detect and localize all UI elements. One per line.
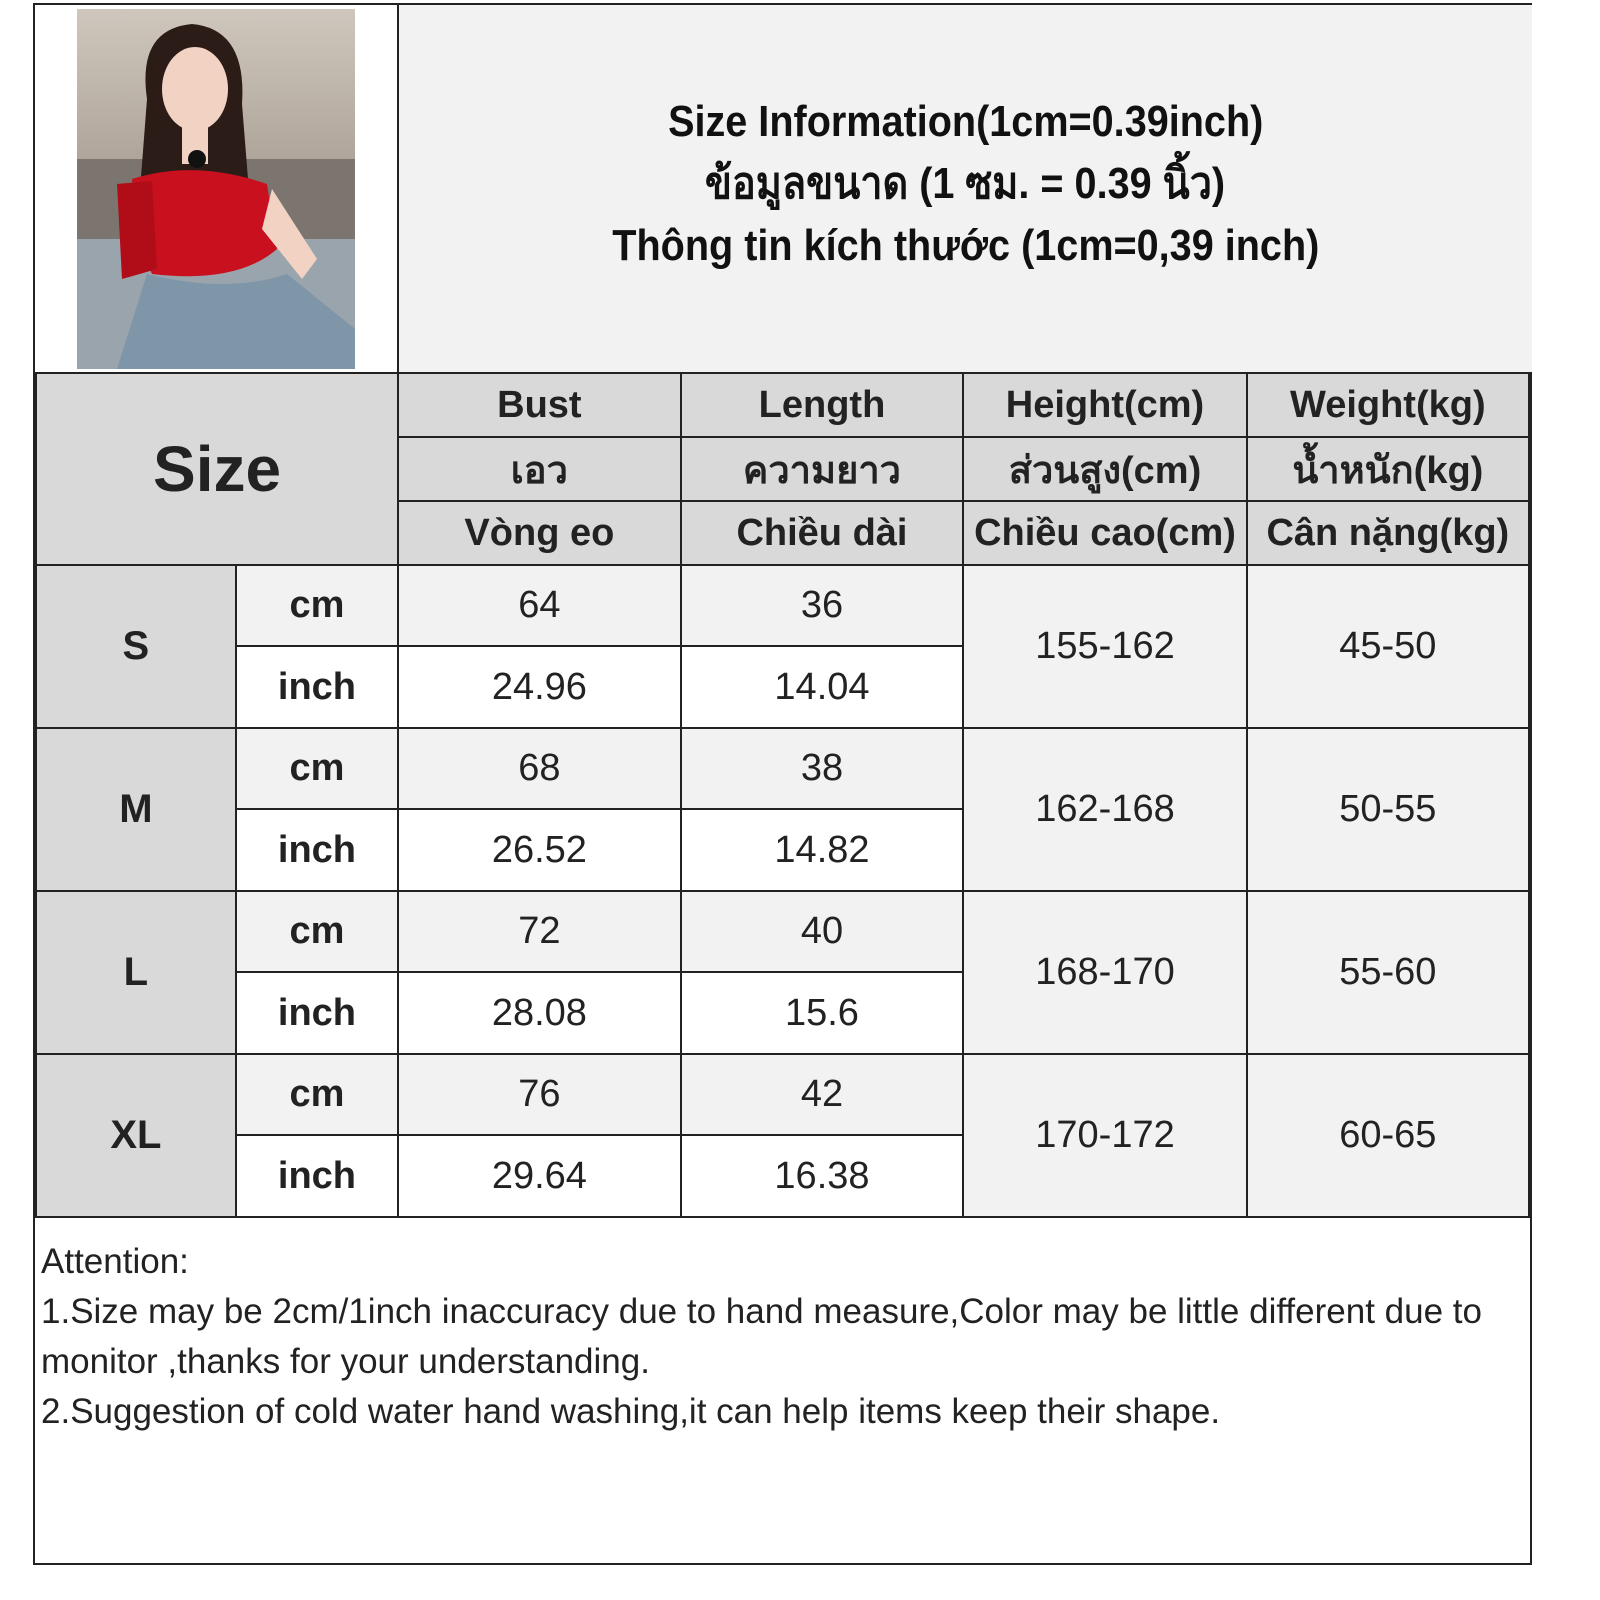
bust-inch: 29.64 <box>397 1134 682 1218</box>
length-inch: 14.04 <box>679 645 965 729</box>
bust-inch: 28.08 <box>397 971 682 1055</box>
size-row-inch: inch 29.64 16.38 <box>36 1134 1529 1218</box>
col-height-en: Height(cm) <box>962 372 1248 438</box>
size-label: S <box>35 564 237 729</box>
size-row-cm: S cm 64 36 155-162 45-50 <box>35 564 1531 729</box>
col-bust-en: Bust <box>397 372 682 438</box>
bust-inch: 24.96 <box>397 645 682 729</box>
size-label: L <box>35 890 237 1055</box>
title-english: Size Information(1cm=0.39inch) <box>667 96 1264 146</box>
size-row-cm: M cm 68 38 162-168 50-55 <box>35 727 1531 892</box>
weight-range: 60-65 <box>1245 1053 1531 1218</box>
col-height-th: ส่วนสูง(cm) <box>962 436 1248 502</box>
length-cm: 42 <box>679 1053 965 1136</box>
size-row-cm: L cm 72 40 168-170 55-60 <box>35 890 1531 1055</box>
col-length-th: ความยาว <box>679 436 965 502</box>
col-bust-th: เอว <box>397 436 682 502</box>
col-weight-en: Weight(kg) <box>1245 372 1531 438</box>
note-1: 1.Size may be 2cm/1inch inaccuracy due t… <box>41 1292 1482 1381</box>
unit-cm: cm <box>234 890 400 973</box>
product-photo-cell <box>35 5 399 372</box>
bust-cm: 64 <box>397 564 682 647</box>
unit-inch: inch <box>234 645 400 729</box>
size-label: M <box>35 727 237 892</box>
unit-inch: inch <box>234 808 400 892</box>
model-illustration <box>77 24 355 369</box>
length-cm: 36 <box>679 564 965 647</box>
size-table: Size Bust Length Height(cm) Weight(kg) เ… <box>34 372 1531 1218</box>
unit-inch: inch <box>234 1134 400 1218</box>
top-section: Size Information(1cm=0.39inch) ข้อมูลขนา… <box>35 5 1532 374</box>
unit-cm: cm <box>234 727 400 810</box>
title-vietnamese: Thông tin kích thước (1cm=0,39 inch) <box>611 220 1320 270</box>
bust-cm: 72 <box>397 890 682 973</box>
col-length-en: Length <box>679 372 965 438</box>
size-label: XL <box>35 1053 237 1218</box>
size-row-inch: inch 24.96 14.04 <box>36 645 1529 729</box>
height-range: 162-168 <box>962 727 1248 892</box>
bust-inch: 26.52 <box>397 808 682 892</box>
title-cell: Size Information(1cm=0.39inch) ข้อมูลขนา… <box>399 5 1532 372</box>
title-thai: ข้อมูลขนาด (1 ซม. = 0.39 นิ้ว) <box>705 158 1226 208</box>
col-height-vi: Chiều cao(cm) <box>962 500 1248 566</box>
length-cm: 38 <box>679 727 965 810</box>
unit-inch: inch <box>234 971 400 1055</box>
product-photo <box>77 9 355 369</box>
weight-range: 45-50 <box>1245 564 1531 729</box>
size-row-inch: inch 26.52 14.82 <box>36 808 1529 892</box>
attention-notes: Attention: 1.Size may be 2cm/1inch inacc… <box>41 1237 1524 1437</box>
bust-cm: 76 <box>397 1053 682 1136</box>
size-chart: Size Information(1cm=0.39inch) ข้อมูลขนา… <box>33 3 1532 1565</box>
length-inch: 14.82 <box>679 808 965 892</box>
size-row-cm: XL cm 76 42 170-172 60-65 <box>35 1053 1531 1218</box>
size-header: Size <box>34 372 400 566</box>
weight-range: 55-60 <box>1245 890 1531 1055</box>
col-length-vi: Chiều dài <box>679 500 965 566</box>
height-range: 168-170 <box>962 890 1248 1055</box>
length-inch: 16.38 <box>679 1134 965 1218</box>
height-range: 170-172 <box>962 1053 1248 1218</box>
length-cm: 40 <box>679 890 965 973</box>
length-inch: 15.6 <box>679 971 965 1055</box>
weight-range: 50-55 <box>1245 727 1531 892</box>
bust-cm: 68 <box>397 727 682 810</box>
size-row-inch: inch 28.08 15.6 <box>36 971 1529 1055</box>
unit-cm: cm <box>234 564 400 647</box>
height-range: 155-162 <box>962 564 1248 729</box>
notes-heading: Attention: <box>41 1242 189 1281</box>
unit-cm: cm <box>234 1053 400 1136</box>
col-weight-th: น้ำหนัก(kg) <box>1245 436 1531 502</box>
col-bust-vi: Vòng eo <box>397 500 682 566</box>
note-2: 2.Suggestion of cold water hand washing,… <box>41 1392 1221 1431</box>
col-weight-vi: Cân nặng(kg) <box>1245 500 1531 566</box>
